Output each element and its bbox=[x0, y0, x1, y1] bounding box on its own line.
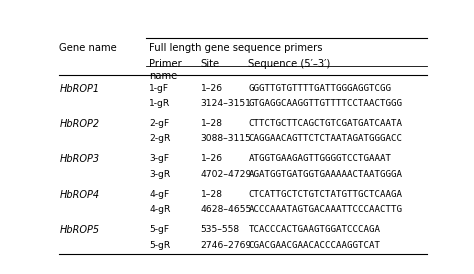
Text: 4628–4655: 4628–4655 bbox=[201, 205, 252, 214]
Text: 1-gF: 1-gF bbox=[149, 84, 169, 93]
Text: 3-gF: 3-gF bbox=[149, 155, 169, 163]
Text: Sequence (5′–3′): Sequence (5′–3′) bbox=[248, 59, 331, 69]
Text: Site: Site bbox=[201, 59, 220, 69]
Text: 4702–4729: 4702–4729 bbox=[201, 170, 252, 179]
Text: Full length gene sequence primers: Full length gene sequence primers bbox=[149, 44, 323, 53]
Text: 4-gR: 4-gR bbox=[149, 205, 171, 214]
Text: 1-gR: 1-gR bbox=[149, 99, 171, 108]
Text: 3-gR: 3-gR bbox=[149, 170, 171, 179]
Text: HbROP1: HbROP1 bbox=[59, 84, 100, 93]
Text: GGGTTGTGTTTTGATTGGGAGGTCGG: GGGTTGTGTTTTGATTGGGAGGTCGG bbox=[248, 84, 392, 93]
Text: Gene name: Gene name bbox=[59, 44, 117, 53]
Text: HbROP3: HbROP3 bbox=[59, 155, 100, 164]
Text: 2-gF: 2-gF bbox=[149, 119, 170, 128]
Text: 5-gR: 5-gR bbox=[149, 241, 171, 250]
Text: 1–26: 1–26 bbox=[201, 155, 223, 163]
Text: HbROP2: HbROP2 bbox=[59, 119, 100, 129]
Text: TCACCCACTGAAGTGGATCCCAGA: TCACCCACTGAAGTGGATCCCAGA bbox=[248, 225, 381, 234]
Text: HbROP4: HbROP4 bbox=[59, 190, 100, 200]
Text: ACCCAAATAGTGACAAATTCCCAACTTG: ACCCAAATAGTGACAAATTCCCAACTTG bbox=[248, 205, 402, 214]
Text: CTTCTGCTTCAGCTGTCGATGATCAATA: CTTCTGCTTCAGCTGTCGATGATCAATA bbox=[248, 119, 402, 128]
Text: 1–26: 1–26 bbox=[201, 84, 223, 93]
Text: 2-gR: 2-gR bbox=[149, 134, 171, 143]
Text: Primer
name: Primer name bbox=[149, 59, 182, 81]
Text: 1–28: 1–28 bbox=[201, 119, 223, 128]
Text: GTGAGGCAAGGTTGTTTTCCTAACTGGG: GTGAGGCAAGGTTGTTTTCCTAACTGGG bbox=[248, 99, 402, 108]
Text: 3124–3151: 3124–3151 bbox=[201, 99, 252, 108]
Text: CTCATTGCTCTGTCTATGTTGCTCAAGA: CTCATTGCTCTGTCTATGTTGCTCAAGA bbox=[248, 190, 402, 199]
Text: CGACGAACGAACACCCAAGGTCAT: CGACGAACGAACACCCAAGGTCAT bbox=[248, 241, 381, 250]
Text: ATGGTGAAGAGTTGGGGTCCTGAAAT: ATGGTGAAGAGTTGGGGTCCTGAAAT bbox=[248, 155, 392, 163]
Text: AGATGGTGATGGTGAAAAACTAATGGGA: AGATGGTGATGGTGAAAAACTAATGGGA bbox=[248, 170, 402, 179]
Text: HbROP5: HbROP5 bbox=[59, 225, 100, 235]
Text: CAGGAACAGTTCTCTAATAGATGGGACC: CAGGAACAGTTCTCTAATAGATGGGACC bbox=[248, 134, 402, 143]
Text: 5-gF: 5-gF bbox=[149, 225, 169, 234]
Text: 4-gF: 4-gF bbox=[149, 190, 170, 199]
Text: 1–28: 1–28 bbox=[201, 190, 223, 199]
Text: 535–558: 535–558 bbox=[201, 225, 240, 234]
Text: 2746–2769: 2746–2769 bbox=[201, 241, 252, 250]
Text: 3088–3115: 3088–3115 bbox=[201, 134, 251, 143]
